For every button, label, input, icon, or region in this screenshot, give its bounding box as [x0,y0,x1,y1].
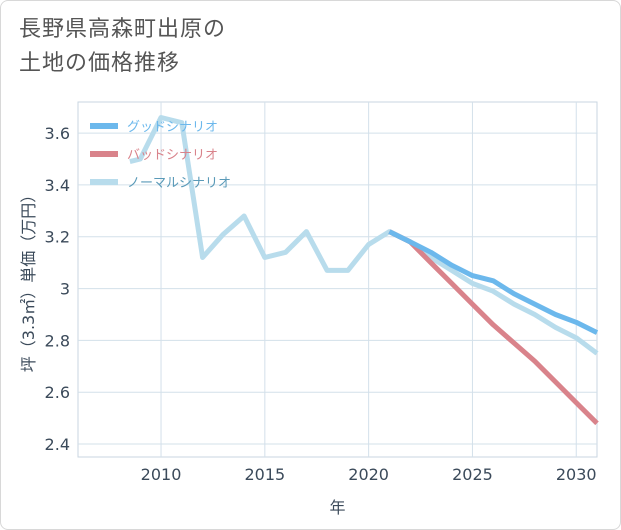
y-tick-label: 2.6 [45,383,70,402]
y-tick-label: 2.4 [45,435,70,454]
y-tick-label: 3.6 [45,124,70,143]
series-line-1 [388,229,599,426]
x-tick-label: 2010 [141,465,182,484]
series-line-0 [388,229,599,335]
x-tick-label: 2015 [244,465,285,484]
x-axis-ticks: 2010 2015 2020 2025 2030 [141,465,597,484]
series-lines [129,115,599,426]
grid [78,102,597,457]
plot-area [77,101,598,458]
x-axis-label: 年 [329,498,345,517]
x-tick-label: 2020 [348,465,389,484]
x-tick-label: 2025 [452,465,493,484]
x-tick-label: 2030 [556,465,597,484]
y-axis-label: 坪（3.3㎡）単価（万円） [19,187,38,372]
chart-title: 長野県高森町出原の 土地の価格推移 [19,17,227,76]
y-tick-label: 3 [60,280,70,299]
series-line-2 [129,115,599,356]
legend-label: ノーマルシナリオ [127,176,231,191]
y-axis-ticks: 2.4 2.6 2.8 3 3.2 3.4 3.6 [45,124,70,454]
y-tick-label: 3.4 [45,176,70,195]
legend-label: バッドシナリオ [127,148,218,163]
y-tick-label: 2.8 [45,331,70,350]
legend-label: グッドシナリオ [127,120,218,135]
y-tick-label: 3.2 [45,228,70,247]
